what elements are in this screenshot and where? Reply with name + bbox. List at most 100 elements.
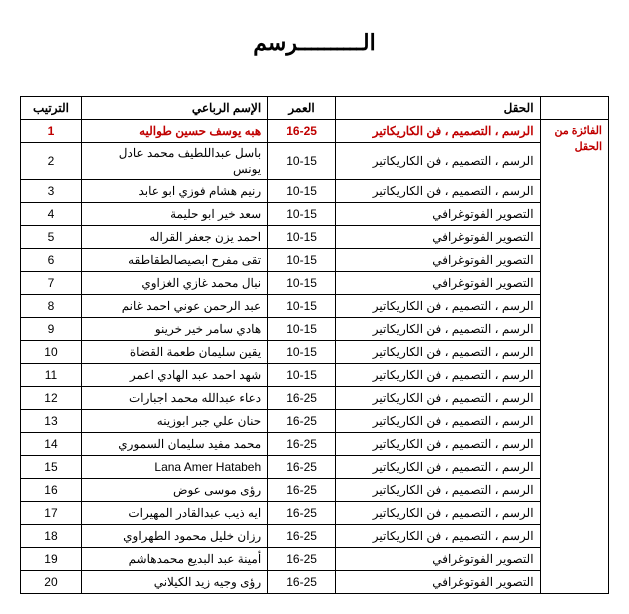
rank-cell: 20 <box>21 571 82 594</box>
age-cell: 10-15 <box>268 295 336 318</box>
rank-cell: 2 <box>21 143 82 180</box>
age-cell: 16-25 <box>268 456 336 479</box>
age-cell: 16-25 <box>268 525 336 548</box>
field-cell: الرسم ، التصميم ، فن الكاريكاتير <box>336 525 541 548</box>
table-row: الرسم ، التصميم ، فن الكاريكاتير10-15هاد… <box>21 318 609 341</box>
winner-cell: الفائزة من الحقل <box>540 120 608 594</box>
name-cell: رزان خليل محمود الطهراوي <box>81 525 267 548</box>
table-container: الحقل العمر الإسم الرباعي الترتيب الفائز… <box>20 96 609 594</box>
field-cell: التصوير الفوتوغرافي <box>336 548 541 571</box>
table-row: الرسم ، التصميم ، فن الكاريكاتير10-15عبد… <box>21 295 609 318</box>
table-row: التصوير الفوتوغرافي10-15سعد خير ابو حليم… <box>21 203 609 226</box>
rank-cell: 16 <box>21 479 82 502</box>
rank-cell: 4 <box>21 203 82 226</box>
name-cell: حنان علي جبر ابوزينه <box>81 410 267 433</box>
name-cell: رنيم هشام فوزي ابو عابد <box>81 180 267 203</box>
rank-cell: 3 <box>21 180 82 203</box>
age-cell: 10-15 <box>268 249 336 272</box>
field-cell: الرسم ، التصميم ، فن الكاريكاتير <box>336 410 541 433</box>
name-cell: سعد خير ابو حليمة <box>81 203 267 226</box>
table-row: التصوير الفوتوغرافي10-15نبال محمد غازي ا… <box>21 272 609 295</box>
field-cell: الرسم ، التصميم ، فن الكاريكاتير <box>336 143 541 180</box>
name-cell: نبال محمد غازي الغزاوي <box>81 272 267 295</box>
table-row: الرسم ، التصميم ، فن الكاريكاتير10-15شهد… <box>21 364 609 387</box>
age-cell: 10-15 <box>268 203 336 226</box>
table-row: الرسم ، التصميم ، فن الكاريكاتير16-25Lan… <box>21 456 609 479</box>
age-cell: 10-15 <box>268 143 336 180</box>
name-cell: احمد يزن جعفر القراله <box>81 226 267 249</box>
rank-cell: 6 <box>21 249 82 272</box>
rank-cell: 8 <box>21 295 82 318</box>
age-cell: 10-15 <box>268 272 336 295</box>
name-cell: هادي سامر خير خرينو <box>81 318 267 341</box>
name-cell: عبد الرحمن عوني احمد غانم <box>81 295 267 318</box>
rank-cell: 10 <box>21 341 82 364</box>
field-cell: الرسم ، التصميم ، فن الكاريكاتير <box>336 456 541 479</box>
field-cell: الرسم ، التصميم ، فن الكاريكاتير <box>336 364 541 387</box>
age-cell: 16-25 <box>268 433 336 456</box>
table-row: التصوير الفوتوغرافي16-25رؤى وجيه زيد الك… <box>21 571 609 594</box>
header-winner <box>540 97 608 120</box>
rank-cell: 15 <box>21 456 82 479</box>
age-cell: 16-25 <box>268 410 336 433</box>
table-row: الرسم ، التصميم ، فن الكاريكاتير16-25رؤى… <box>21 479 609 502</box>
table-row: الرسم ، التصميم ، فن الكاريكاتير16-25ايه… <box>21 502 609 525</box>
table-row: التصوير الفوتوغرافي16-25أمينة عبد البديع… <box>21 548 609 571</box>
age-cell: 16-25 <box>268 120 336 143</box>
name-cell: باسل عبداللطيف محمد عادل يونس <box>81 143 267 180</box>
rank-cell: 5 <box>21 226 82 249</box>
table-row: التصوير الفوتوغرافي10-15احمد يزن جعفر ال… <box>21 226 609 249</box>
field-cell: التصوير الفوتوغرافي <box>336 571 541 594</box>
age-cell: 10-15 <box>268 318 336 341</box>
name-cell: محمد مفيد سليمان السموري <box>81 433 267 456</box>
field-cell: التصوير الفوتوغرافي <box>336 203 541 226</box>
name-cell: رؤى وجيه زيد الكيلاني <box>81 571 267 594</box>
header-field: الحقل <box>336 97 541 120</box>
field-cell: التصوير الفوتوغرافي <box>336 249 541 272</box>
table-row: الرسم ، التصميم ، فن الكاريكاتير16-25محم… <box>21 433 609 456</box>
header-rank: الترتيب <box>21 97 82 120</box>
field-cell: التصوير الفوتوغرافي <box>336 272 541 295</box>
table-row: الرسم ، التصميم ، فن الكاريكاتير16-25حنا… <box>21 410 609 433</box>
age-cell: 16-25 <box>268 479 336 502</box>
age-cell: 16-25 <box>268 387 336 410</box>
header-row: الحقل العمر الإسم الرباعي الترتيب <box>21 97 609 120</box>
rank-cell: 17 <box>21 502 82 525</box>
age-cell: 10-15 <box>268 226 336 249</box>
field-cell: الرسم ، التصميم ، فن الكاريكاتير <box>336 479 541 502</box>
header-name: الإسم الرباعي <box>81 97 267 120</box>
field-cell: التصوير الفوتوغرافي <box>336 226 541 249</box>
field-cell: الرسم ، التصميم ، فن الكاريكاتير <box>336 295 541 318</box>
page-title: الــــــــــرسم <box>20 30 609 56</box>
name-cell: شهد احمد عبد الهادي اعمر <box>81 364 267 387</box>
name-cell: يقين سليمان طعمة القضاة <box>81 341 267 364</box>
field-cell: الرسم ، التصميم ، فن الكاريكاتير <box>336 502 541 525</box>
page: الــــــــــرسم الحقل العمر الإسم الرباع… <box>20 30 609 594</box>
rank-cell: 1 <box>21 120 82 143</box>
table-row: الرسم ، التصميم ، فن الكاريكاتير10-15يقي… <box>21 341 609 364</box>
age-cell: 16-25 <box>268 502 336 525</box>
header-age: العمر <box>268 97 336 120</box>
rank-cell: 18 <box>21 525 82 548</box>
name-cell: رؤى موسى عوض <box>81 479 267 502</box>
table-row: الرسم ، التصميم ، فن الكاريكاتير10-15رني… <box>21 180 609 203</box>
field-cell: الرسم ، التصميم ، فن الكاريكاتير <box>336 341 541 364</box>
rank-cell: 11 <box>21 364 82 387</box>
age-cell: 16-25 <box>268 548 336 571</box>
table-row: الرسم ، التصميم ، فن الكاريكاتير16-25دعا… <box>21 387 609 410</box>
winner-label: الفائزة من الحقل <box>554 125 602 153</box>
name-cell: هبه يوسف حسين طواليه <box>81 120 267 143</box>
field-cell: الرسم ، التصميم ، فن الكاريكاتير <box>336 387 541 410</box>
name-cell: ايه ذيب عبدالقادر المهيرات <box>81 502 267 525</box>
rank-cell: 14 <box>21 433 82 456</box>
name-cell: Lana Amer Hatabeh <box>81 456 267 479</box>
name-cell: تقى مفرح ابصيصالطقاطقه <box>81 249 267 272</box>
age-cell: 10-15 <box>268 180 336 203</box>
rank-cell: 12 <box>21 387 82 410</box>
table-row: التصوير الفوتوغرافي10-15تقى مفرح ابصيصال… <box>21 249 609 272</box>
age-cell: 16-25 <box>268 571 336 594</box>
rank-cell: 9 <box>21 318 82 341</box>
field-cell: الرسم ، التصميم ، فن الكاريكاتير <box>336 318 541 341</box>
name-cell: أمينة عبد البديع محمدهاشم <box>81 548 267 571</box>
table-row: الرسم ، التصميم ، فن الكاريكاتير10-15باس… <box>21 143 609 180</box>
